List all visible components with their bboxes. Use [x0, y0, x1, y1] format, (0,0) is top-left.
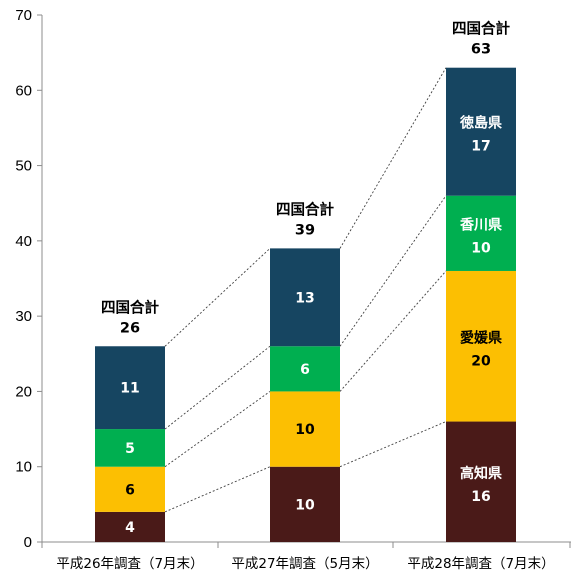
data-label: 5: [125, 441, 135, 457]
data-label: 6: [300, 362, 310, 378]
connector-line: [164, 466, 271, 513]
y-tick-label: 10: [15, 459, 32, 476]
bar-segment: [446, 67, 516, 196]
bar-segment: [95, 429, 165, 467]
connector-line: [339, 67, 447, 249]
data-label: 10: [471, 240, 491, 256]
y-tick-label: 20: [15, 383, 32, 400]
series-name-label: 徳島県: [459, 115, 502, 132]
total-label: 四国合計: [101, 298, 159, 316]
bar-segment: [446, 195, 516, 271]
y-tick-label: 30: [15, 308, 32, 325]
data-label: 4: [125, 520, 135, 536]
bar-segment: [446, 421, 516, 542]
connector-line: [339, 270, 447, 392]
bar-segment: [95, 511, 165, 542]
axes: 0 10 20 30 40 50 60 70 平成26年調査（7月末） 平成27年調査（5月末） 平…: [15, 7, 571, 572]
data-label: 13: [295, 290, 314, 306]
bars: [95, 67, 516, 542]
data-label: 16: [471, 489, 490, 505]
bar-segment: [95, 466, 165, 512]
connector-line: [164, 248, 271, 347]
x-tick-label: 平成26年調査（7月末）: [56, 556, 203, 572]
series-name-label: 高知県: [460, 465, 502, 482]
series-name-label: 香川県: [459, 216, 502, 233]
y-tick-label: 0: [24, 534, 32, 551]
connector-line: [339, 421, 447, 468]
data-label: 6: [125, 482, 135, 498]
total-label: 四国合計: [452, 20, 510, 38]
bar-segment: [446, 270, 516, 422]
series-name-label: 愛媛県: [460, 329, 502, 346]
data-label: 10: [295, 422, 315, 438]
data-label: 20: [471, 353, 491, 369]
data-labels: 4 6 5 11 四国合計 26 10 10 6 13 四国合計 39 高知県 16 愛媛県 20 香川県 10 徳…: [101, 20, 510, 536]
data-label: 11: [120, 381, 139, 397]
y-tick-label: 50: [15, 158, 32, 175]
connector-lines: [164, 67, 447, 513]
bar-segment: [95, 346, 165, 430]
connector-line: [164, 391, 271, 468]
x-tick-label: 平成27年調査（5月末）: [231, 556, 378, 572]
y-tick-label: 70: [15, 7, 32, 24]
total-label: 四国合計: [276, 200, 334, 218]
y-tick-label: 40: [15, 233, 32, 250]
y-tick-label: 60: [15, 82, 32, 99]
bar-segment: [270, 391, 340, 467]
connector-line: [339, 195, 447, 347]
bar-segment: [270, 248, 340, 347]
total-value: 39: [295, 222, 315, 238]
total-value: 26: [120, 320, 140, 336]
data-label: 10: [295, 497, 315, 513]
x-tick-label: 平成28年調査（7月末）: [407, 556, 554, 572]
total-value: 63: [471, 42, 491, 58]
connector-line: [164, 345, 271, 430]
bar-segment: [270, 466, 340, 542]
data-label: 17: [471, 139, 490, 155]
bar-segment: [270, 346, 340, 392]
